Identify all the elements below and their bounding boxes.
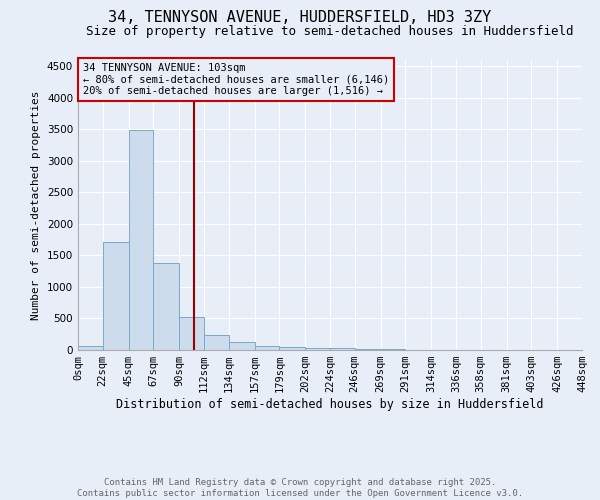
Title: Size of property relative to semi-detached houses in Huddersfield: Size of property relative to semi-detach… <box>86 25 574 38</box>
Bar <box>380 349 406 350</box>
Bar <box>330 348 355 350</box>
Bar <box>305 348 330 350</box>
Bar <box>204 335 229 350</box>
Text: 34 TENNYSON AVENUE: 103sqm
← 80% of semi-detached houses are smaller (6,146)
20%: 34 TENNYSON AVENUE: 103sqm ← 80% of semi… <box>83 63 389 96</box>
Bar <box>280 347 305 350</box>
Y-axis label: Number of semi-detached properties: Number of semi-detached properties <box>31 90 41 320</box>
Bar <box>78 346 103 350</box>
Bar <box>154 263 179 350</box>
Text: 34, TENNYSON AVENUE, HUDDERSFIELD, HD3 3ZY: 34, TENNYSON AVENUE, HUDDERSFIELD, HD3 3… <box>109 10 491 25</box>
Bar <box>229 342 254 350</box>
Bar <box>103 242 128 350</box>
Bar <box>179 316 204 350</box>
Bar <box>254 346 280 350</box>
Text: Contains HM Land Registry data © Crown copyright and database right 2025.
Contai: Contains HM Land Registry data © Crown c… <box>77 478 523 498</box>
Bar <box>128 130 154 350</box>
X-axis label: Distribution of semi-detached houses by size in Huddersfield: Distribution of semi-detached houses by … <box>116 398 544 411</box>
